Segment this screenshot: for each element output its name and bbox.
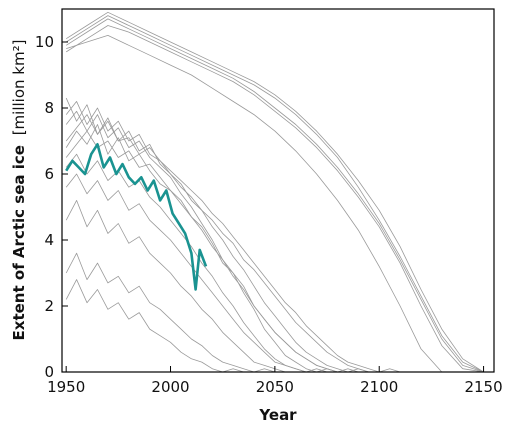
model-series-line-1 (65, 18, 484, 373)
x-axis-label: Year (258, 406, 297, 424)
model-series-line-12 (65, 252, 276, 373)
series-layer (65, 11, 484, 373)
y-tick-label-6: 6 (44, 165, 54, 183)
model-series-line-14 (65, 101, 380, 373)
x-tick-label-1950: 1950 (47, 378, 85, 396)
model-series-line-6 (65, 110, 338, 373)
y-axis-label: Extent of Arctic sea ice [million km²] (10, 40, 28, 341)
model-series-line-5 (66, 35, 443, 373)
y-axis-label-unit: [million km²] (10, 40, 28, 136)
y-tick-label-2: 2 (44, 297, 54, 315)
y-tick-label-0: 0 (44, 363, 54, 381)
model-series-line-10 (65, 114, 401, 373)
model-series-line-15 (65, 200, 296, 373)
model-series-line-2 (65, 15, 484, 373)
x-tick-label-2150: 2150 (464, 378, 502, 396)
y-tick-label-8: 8 (44, 99, 54, 117)
plot-frame (61, 8, 495, 373)
observed-series-line (65, 143, 208, 291)
model-series-line-4 (65, 11, 484, 373)
model-series-line-9 (65, 153, 328, 373)
y-axis-label-main: Extent of Arctic sea ice (10, 145, 28, 340)
model-series-line-7 (65, 124, 359, 373)
model-series-line-8 (65, 97, 380, 373)
x-tick-label-2000: 2000 (151, 378, 189, 396)
ticks-layer: 1950 2000 2050 2100 2150 0 2 4 6 8 10 (35, 33, 503, 396)
x-tick-label-2050: 2050 (256, 378, 294, 396)
model-series-line-13 (65, 279, 254, 373)
y-tick-label-10: 10 (35, 33, 54, 51)
model-series-line-16 (65, 130, 348, 373)
model-series-line-3 (65, 25, 484, 373)
model-series-line-11 (65, 173, 317, 373)
x-tick-label-2100: 2100 (360, 378, 398, 396)
y-tick-label-4: 4 (44, 231, 54, 249)
